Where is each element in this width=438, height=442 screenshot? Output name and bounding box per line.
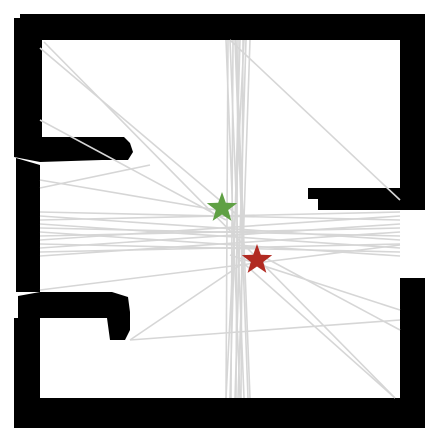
trajectory-line xyxy=(39,243,401,253)
markers xyxy=(206,192,273,273)
wall-left-upper-ledge xyxy=(14,137,133,162)
trajectory-line xyxy=(225,39,245,399)
start-marker-star-icon xyxy=(206,192,238,221)
trajectory-line xyxy=(229,39,401,201)
trajectory-line xyxy=(39,227,401,237)
trajectory-line xyxy=(239,259,396,399)
wall-right-lower xyxy=(400,278,425,425)
trajectory-line xyxy=(235,39,251,399)
trajectory-line xyxy=(39,179,229,213)
trajectory-line xyxy=(234,39,247,399)
trajectory-line xyxy=(129,319,401,341)
wall-left-upper xyxy=(14,18,42,138)
wall-left-lower-ledge xyxy=(18,292,130,340)
wall-right-notch xyxy=(308,188,425,210)
trajectory-line xyxy=(229,39,245,399)
trajectory-line xyxy=(39,47,237,215)
trajectory-line xyxy=(259,254,401,331)
trajectory-line xyxy=(39,231,401,257)
trajectory-line xyxy=(39,119,227,221)
walls xyxy=(14,14,425,428)
wall-bottom xyxy=(15,398,425,428)
trajectory-line xyxy=(39,244,401,291)
wall-right-upper xyxy=(400,14,425,188)
wall-left-lower xyxy=(14,318,40,428)
trajectory-line xyxy=(39,223,401,249)
goal-marker-star-icon xyxy=(241,244,273,273)
trajectory-line xyxy=(225,39,241,399)
trajectory-lines xyxy=(39,39,401,399)
trajectory-line xyxy=(129,261,246,341)
wall-top xyxy=(20,14,425,45)
wall-left-middle xyxy=(16,158,40,292)
trajectory-line xyxy=(237,39,251,399)
trajectory-line xyxy=(234,39,249,399)
